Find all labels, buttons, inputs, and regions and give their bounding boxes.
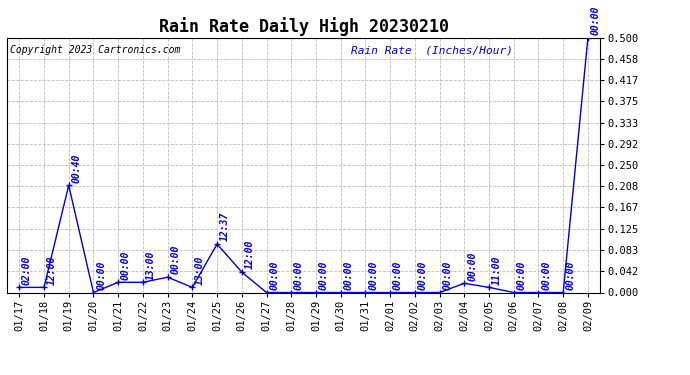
Text: Rain Rate  (Inches/Hour): Rain Rate (Inches/Hour) — [351, 45, 513, 55]
Text: 00:40: 00:40 — [72, 153, 81, 183]
Text: 11:00: 11:00 — [492, 255, 502, 285]
Text: 02:00: 02:00 — [22, 255, 32, 285]
Text: 00:00: 00:00 — [319, 260, 328, 290]
Title: Rain Rate Daily High 20230210: Rain Rate Daily High 20230210 — [159, 17, 448, 36]
Text: 00:00: 00:00 — [269, 260, 279, 290]
Text: 00:00: 00:00 — [393, 260, 403, 290]
Text: 00:00: 00:00 — [566, 260, 576, 290]
Text: Copyright 2023 Cartronics.com: Copyright 2023 Cartronics.com — [10, 45, 180, 55]
Text: 00:00: 00:00 — [294, 260, 304, 290]
Text: 00:00: 00:00 — [541, 260, 551, 290]
Text: 00:00: 00:00 — [591, 5, 601, 35]
Text: 12:37: 12:37 — [220, 212, 230, 241]
Text: 12:00: 12:00 — [47, 255, 57, 285]
Text: 00:00: 00:00 — [344, 260, 353, 290]
Text: 00:00: 00:00 — [417, 260, 428, 290]
Text: 00:00: 00:00 — [517, 260, 526, 290]
Text: 12:00: 12:00 — [244, 240, 255, 269]
Text: 13:00: 13:00 — [146, 250, 156, 279]
Text: 13:00: 13:00 — [195, 255, 205, 285]
Text: 00:00: 00:00 — [442, 260, 453, 290]
Text: 00:00: 00:00 — [170, 245, 180, 274]
Text: 00:00: 00:00 — [121, 250, 131, 279]
Text: 00:00: 00:00 — [368, 260, 378, 290]
Text: 00:00: 00:00 — [467, 251, 477, 280]
Text: 00:00: 00:00 — [96, 260, 106, 290]
